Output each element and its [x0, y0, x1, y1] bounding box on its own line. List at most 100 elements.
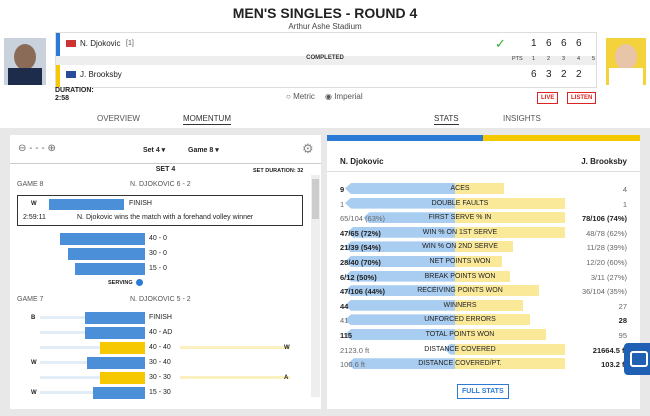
stat-bar — [345, 329, 455, 340]
zoom-controls[interactable]: ⊖ - - - ⊕ — [18, 143, 56, 154]
set-score: 2 — [561, 69, 567, 80]
stat-label: WIN % ON 1ST SERVE — [422, 228, 498, 236]
set-header: 2 — [547, 56, 551, 62]
set-duration: SET DURATION: 32 — [253, 168, 304, 174]
stats-player: N. Djokovic — [340, 157, 384, 166]
stat-bar — [345, 314, 455, 326]
point-label: 30 - 0 — [149, 250, 167, 257]
stat-left: 9 — [340, 185, 345, 194]
set-score: 3 — [546, 69, 552, 80]
serving-label: SERVING — [108, 280, 133, 286]
venue: Arthur Ashe Stadium — [288, 22, 362, 31]
point-label: FINISH — [129, 200, 152, 207]
point-label: 40 - 40 — [149, 344, 171, 351]
stat-label: RECEIVING POINTS WON — [417, 287, 503, 295]
title: MEN'S SINGLES - ROUND 4 — [232, 5, 418, 21]
duration-label: DURATION: — [55, 87, 94, 94]
set-score: 1 — [531, 38, 537, 49]
flag — [66, 40, 76, 47]
stat-left: 21/39 (54%) — [340, 243, 381, 253]
point-label: FINISH — [149, 314, 172, 321]
trail — [40, 376, 100, 379]
stats-player: J. Brooksby — [581, 157, 627, 166]
stat-bar — [345, 299, 455, 311]
stat-bar — [345, 197, 455, 209]
stat-label: TOTAL POINTS WON — [425, 331, 495, 338]
momentum-bar — [93, 387, 145, 399]
stat-bar — [455, 256, 503, 267]
stat-right: 11/28 (39%) — [586, 243, 627, 253]
set-score: 6 — [546, 38, 552, 49]
stat-left: 6/12 (50%) — [340, 272, 377, 282]
stat-bar — [345, 270, 455, 282]
point-label: 30 - 40 — [149, 359, 171, 366]
tag: W — [31, 201, 37, 207]
tag: W — [284, 345, 290, 351]
settings-icon[interactable]: ⚙ — [302, 141, 314, 156]
live-button[interactable]: LIVE — [537, 92, 559, 104]
tag: B — [31, 315, 36, 321]
stat-bar — [455, 226, 565, 238]
description: N. Djokovic wins the match with a foreha… — [77, 214, 254, 221]
stat-bar — [455, 183, 504, 194]
stats-panel: N. Djokovic J. Brooksby 9 ACES 4 1 DOUBLE FA… — [327, 135, 640, 409]
tab[interactable]: MOMENTUM — [183, 114, 231, 125]
unit-option[interactable]: ○ Metric — [286, 92, 315, 101]
stat-right: 27 — [618, 301, 627, 311]
stat-left: 2123.0 ft — [340, 345, 370, 355]
tab[interactable]: OVERVIEW — [97, 114, 140, 123]
set-select[interactable]: Set 4 ▾ — [143, 147, 166, 154]
stat-left: 28/40 (70%) — [340, 258, 381, 267]
momentum-panel: ⊖ - - - ⊕ Set 4 ▾ Game 8 ▾ ⚙ SET 4 SET D… — [10, 135, 321, 409]
stat-right: 21664.5 ft — [592, 345, 627, 355]
stat-bar — [345, 183, 455, 194]
stat-bar — [347, 358, 455, 370]
player-photo — [606, 38, 646, 85]
set-header: PTS — [512, 56, 523, 62]
highlight-box: W FINISH 2:59:11 N. Djokovic wins the match… — [17, 195, 303, 226]
listen-button[interactable]: LISTEN — [567, 92, 597, 104]
stat-bar — [347, 226, 455, 238]
scrollbar[interactable] — [311, 175, 320, 397]
full-stats-button[interactable]: FULL STATS — [457, 384, 509, 399]
stat-left: 1 — [340, 199, 345, 209]
set-score: 6 — [576, 38, 582, 49]
game-title: GAME 8 — [17, 181, 44, 188]
chat-button[interactable] — [624, 343, 650, 375]
scoreboard — [55, 32, 597, 88]
stat-bar — [363, 212, 455, 224]
set-score: 2 — [576, 69, 582, 80]
tab[interactable]: INSIGHTS — [503, 114, 541, 123]
stat-label: NET POINTS WON — [429, 258, 491, 265]
tag: W — [31, 360, 37, 366]
set-select-label: Set 4 — [143, 147, 160, 154]
tab[interactable]: STATS — [434, 114, 459, 125]
stat-bar — [455, 212, 565, 224]
stat-label: WIN % ON 2ND SERVE — [422, 243, 498, 251]
game-select[interactable]: Game 8 ▾ — [188, 147, 219, 154]
winner-check: ✓ — [495, 36, 506, 51]
momentum-bar — [60, 233, 145, 245]
stat-right: 3/11 (27%) — [590, 272, 627, 282]
stat-label: WINNERS — [443, 301, 477, 309]
game-title: GAME 7 — [17, 296, 44, 303]
set-header: 5 — [592, 56, 596, 62]
point-label: 40 - AD — [149, 329, 173, 336]
momentum-bar — [100, 372, 145, 384]
stat-right: 36/104 (35%) — [581, 287, 627, 297]
trail — [40, 316, 85, 319]
stat-bar — [455, 343, 565, 355]
stat-left: 47/106 (44%) — [340, 287, 386, 297]
player-name: J. Brooksby — [80, 70, 122, 79]
game-score: N. DJOKOVIC 5 - 2 — [130, 296, 191, 303]
duration: 2:58 — [55, 95, 70, 102]
stat-bar — [455, 241, 513, 253]
unit-option[interactable]: ◉ Imperial — [325, 92, 363, 101]
stat-right: 28 — [618, 316, 627, 326]
set-score: 6 — [561, 38, 567, 49]
tag: A — [284, 375, 289, 381]
stat-label: DISTANCE COVERED/PT. — [418, 360, 502, 368]
momentum-bar — [49, 199, 124, 210]
momentum-bar — [87, 357, 145, 369]
momentum-bar — [68, 248, 145, 260]
